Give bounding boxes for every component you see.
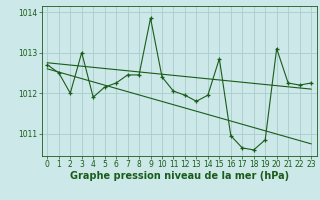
X-axis label: Graphe pression niveau de la mer (hPa): Graphe pression niveau de la mer (hPa) <box>70 171 289 181</box>
